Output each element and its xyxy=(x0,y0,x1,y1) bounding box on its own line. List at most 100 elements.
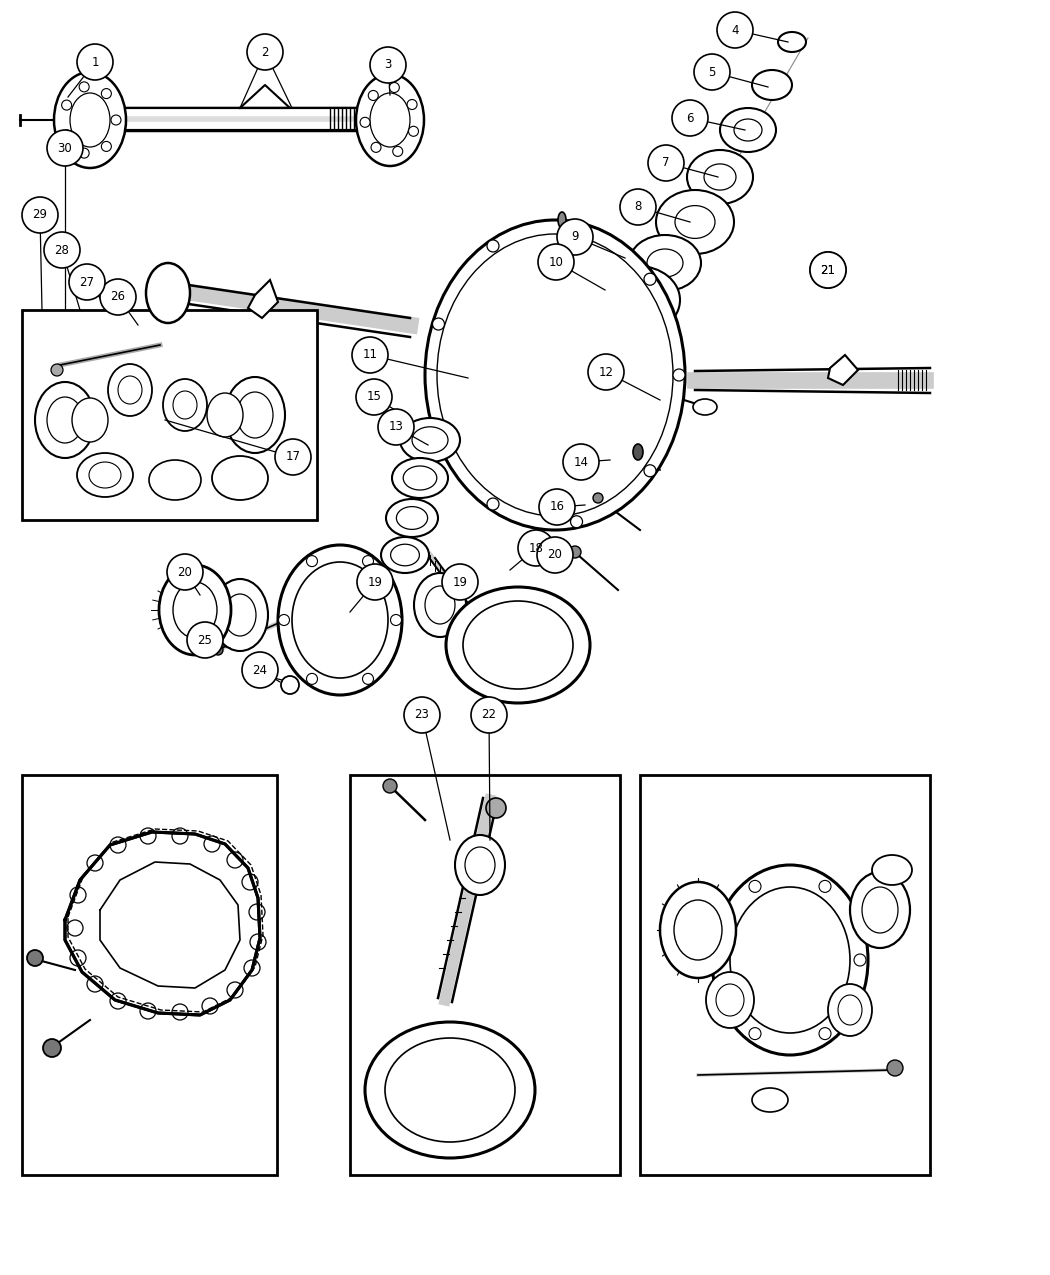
Ellipse shape xyxy=(391,615,401,626)
Ellipse shape xyxy=(593,493,603,504)
Ellipse shape xyxy=(378,409,414,445)
Bar xyxy=(22,310,317,520)
Ellipse shape xyxy=(187,622,223,658)
Ellipse shape xyxy=(307,673,317,685)
Text: 15: 15 xyxy=(366,390,381,403)
Ellipse shape xyxy=(70,950,86,966)
Text: 21: 21 xyxy=(820,264,836,277)
Ellipse shape xyxy=(237,391,273,439)
Ellipse shape xyxy=(362,673,374,685)
Ellipse shape xyxy=(352,337,388,374)
Ellipse shape xyxy=(720,108,776,152)
Text: 24: 24 xyxy=(252,663,268,677)
Ellipse shape xyxy=(87,975,103,992)
Ellipse shape xyxy=(730,887,851,1033)
Ellipse shape xyxy=(35,382,94,458)
Ellipse shape xyxy=(356,74,424,166)
Ellipse shape xyxy=(810,252,846,288)
Ellipse shape xyxy=(660,882,736,978)
Ellipse shape xyxy=(62,130,71,140)
Ellipse shape xyxy=(408,126,419,136)
Ellipse shape xyxy=(734,119,762,142)
Ellipse shape xyxy=(616,282,660,317)
Text: 14: 14 xyxy=(573,455,588,468)
Ellipse shape xyxy=(694,54,730,91)
Ellipse shape xyxy=(675,205,715,238)
Ellipse shape xyxy=(202,998,218,1014)
Ellipse shape xyxy=(159,565,231,655)
Ellipse shape xyxy=(163,379,207,431)
Ellipse shape xyxy=(487,240,499,252)
Ellipse shape xyxy=(44,232,80,268)
Text: 7: 7 xyxy=(663,157,670,170)
Ellipse shape xyxy=(644,465,656,477)
Ellipse shape xyxy=(225,377,285,453)
Ellipse shape xyxy=(385,1038,514,1142)
Ellipse shape xyxy=(146,263,190,323)
Polygon shape xyxy=(65,833,260,1015)
Ellipse shape xyxy=(810,252,846,288)
Ellipse shape xyxy=(247,34,284,70)
Ellipse shape xyxy=(369,91,378,101)
Ellipse shape xyxy=(706,972,754,1028)
Ellipse shape xyxy=(149,460,201,500)
Ellipse shape xyxy=(54,71,126,168)
Ellipse shape xyxy=(242,873,258,890)
Ellipse shape xyxy=(27,950,43,966)
Ellipse shape xyxy=(47,130,83,166)
Ellipse shape xyxy=(213,645,223,655)
Ellipse shape xyxy=(828,984,872,1037)
Ellipse shape xyxy=(212,579,268,652)
Ellipse shape xyxy=(51,363,63,376)
Ellipse shape xyxy=(62,101,71,110)
Ellipse shape xyxy=(140,827,156,844)
Ellipse shape xyxy=(140,1003,156,1019)
Ellipse shape xyxy=(392,458,448,499)
Bar xyxy=(640,775,930,1176)
Ellipse shape xyxy=(558,212,566,228)
Ellipse shape xyxy=(672,99,708,136)
Ellipse shape xyxy=(704,164,736,190)
Ellipse shape xyxy=(110,836,126,853)
Text: 16: 16 xyxy=(549,501,565,514)
Ellipse shape xyxy=(390,83,399,93)
Ellipse shape xyxy=(471,697,507,733)
Text: 19: 19 xyxy=(368,575,382,589)
Ellipse shape xyxy=(778,32,806,52)
Ellipse shape xyxy=(463,601,573,688)
Text: 19: 19 xyxy=(453,575,467,589)
Ellipse shape xyxy=(486,798,506,819)
Ellipse shape xyxy=(673,368,685,381)
Ellipse shape xyxy=(455,835,505,895)
Ellipse shape xyxy=(648,145,684,181)
Ellipse shape xyxy=(538,244,574,280)
Ellipse shape xyxy=(537,537,573,572)
Ellipse shape xyxy=(111,115,121,125)
Text: 13: 13 xyxy=(388,421,403,434)
Ellipse shape xyxy=(227,982,243,998)
Text: 10: 10 xyxy=(548,255,564,269)
Ellipse shape xyxy=(656,190,734,254)
Ellipse shape xyxy=(173,581,217,638)
Text: 2: 2 xyxy=(261,46,269,59)
Ellipse shape xyxy=(563,444,598,479)
Ellipse shape xyxy=(693,399,717,414)
Text: 9: 9 xyxy=(571,231,579,244)
Ellipse shape xyxy=(100,279,136,315)
Ellipse shape xyxy=(207,393,243,437)
Text: 12: 12 xyxy=(598,366,613,379)
Text: 20: 20 xyxy=(177,566,192,579)
Ellipse shape xyxy=(224,594,256,636)
Ellipse shape xyxy=(383,779,397,793)
Ellipse shape xyxy=(250,935,266,950)
Ellipse shape xyxy=(102,142,111,152)
Ellipse shape xyxy=(393,147,403,157)
Ellipse shape xyxy=(172,827,188,844)
Ellipse shape xyxy=(362,556,374,566)
Ellipse shape xyxy=(437,235,673,516)
Text: 4: 4 xyxy=(731,23,739,37)
Ellipse shape xyxy=(70,93,110,147)
Ellipse shape xyxy=(716,984,744,1016)
Ellipse shape xyxy=(386,499,438,537)
Ellipse shape xyxy=(407,99,417,110)
